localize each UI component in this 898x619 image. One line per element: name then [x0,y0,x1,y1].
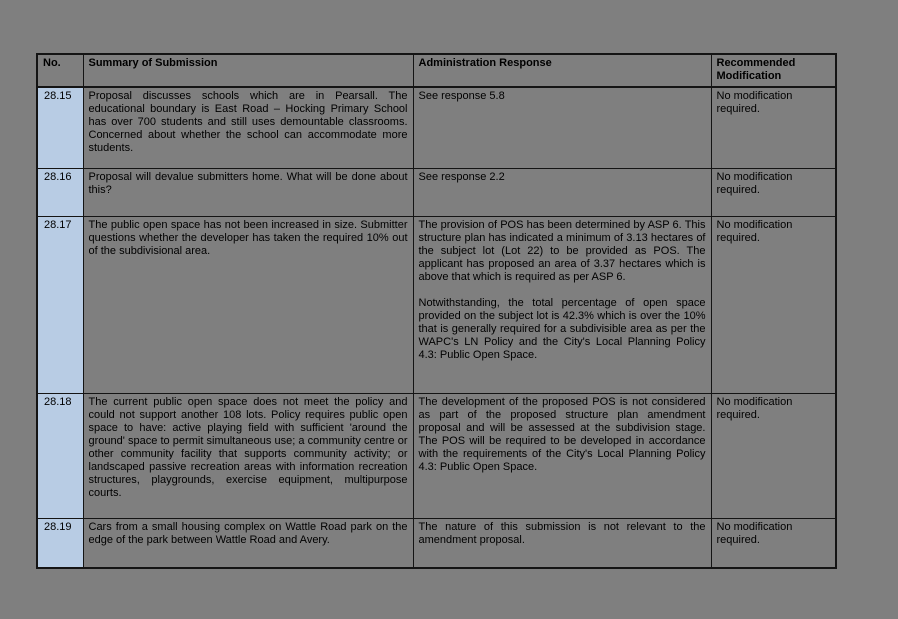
summary-cell: The public open space has not been incre… [82,215,414,394]
response-cell: The provision of POS has been determined… [412,215,712,394]
submission-review-table: No. Summary of Submission Administration… [36,53,837,569]
modification-text: No modification required. [716,218,793,244]
row-number: 28.19 [36,517,84,569]
summary-paragraph: Proposal will devalue submitters home. W… [88,170,408,196]
row-number: 28.17 [36,215,84,394]
table-row: 28.15 Proposal discusses schools which a… [36,86,837,169]
modification-cell: No modification required. [710,167,837,217]
modification-text: No modification required. [716,395,793,421]
response-cell: The nature of this submission is not rel… [412,517,712,569]
modification-text: No modification required. [716,170,793,196]
summary-cell: Proposal will devalue submitters home. W… [82,167,414,217]
summary-cell: The current public open space does not m… [82,392,414,519]
response-paragraph: The nature of this submission is not rel… [418,520,706,546]
response-cell: See response 5.8 [412,86,712,169]
row-number: 28.16 [36,167,84,217]
modification-cell: No modification required. [710,392,837,519]
modification-text: No modification required. [716,520,793,546]
header-summary: Summary of Submission [82,53,414,88]
modification-text: No modification required. [716,90,793,115]
row-number: 28.18 [36,392,84,519]
summary-paragraph: The public open space has not been incre… [88,218,408,257]
summary-paragraph: Proposal discusses schools which are in … [88,90,408,154]
modification-cell: No modification required. [710,86,837,169]
response-paragraph: The development of the proposed POS is n… [418,395,706,473]
table-header-row: No. Summary of Submission Administration… [36,53,837,88]
table-row: 28.18 The current public open space does… [36,392,837,519]
header-modification: Recommended Modification [710,53,837,88]
header-no: No. [36,53,84,88]
header-response: Administration Response [412,53,712,88]
response-paragraph: Notwithstanding, the total percentage of… [418,296,706,361]
response-cell: See response 2.2 [412,167,712,217]
row-number: 28.15 [36,86,84,169]
table-row: 28.19 Cars from a small housing complex … [36,517,837,569]
summary-cell: Proposal discusses schools which are in … [82,86,414,169]
summary-cell: Cars from a small housing complex on Wat… [82,517,414,569]
summary-paragraph: Cars from a small housing complex on Wat… [88,520,408,546]
response-cell: The development of the proposed POS is n… [412,392,712,519]
summary-paragraph: The current public open space does not m… [88,395,408,499]
modification-cell: No modification required. [710,215,837,394]
table-row: 28.16 Proposal will devalue submitters h… [36,167,837,217]
response-paragraph: The provision of POS has been determined… [418,218,706,283]
modification-cell: No modification required. [710,517,837,569]
response-paragraph: See response 2.2 [418,170,505,183]
table-row: 28.17 The public open space has not been… [36,215,837,394]
response-paragraph: See response 5.8 [418,90,505,102]
